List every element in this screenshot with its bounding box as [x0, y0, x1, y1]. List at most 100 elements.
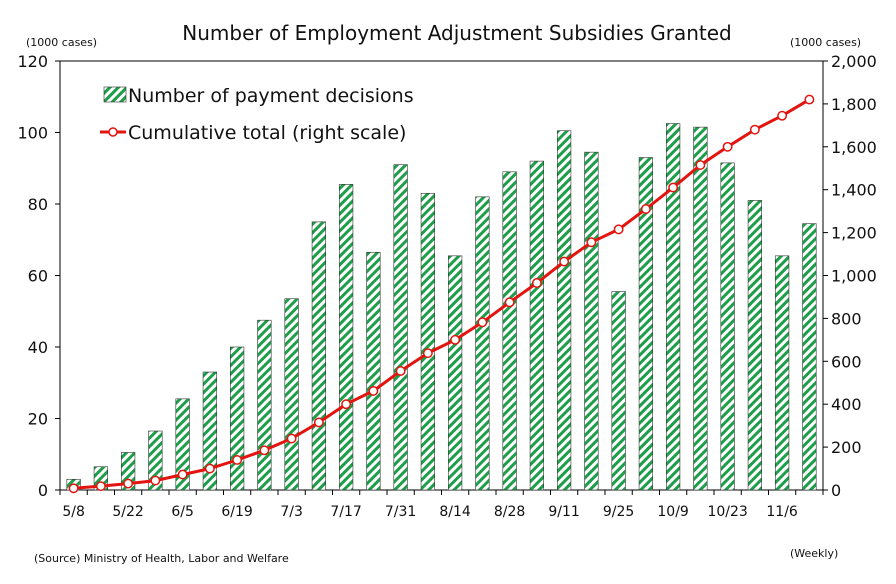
source-note: (Source) Ministry of Health, Labor and W…	[34, 552, 289, 565]
period-note: (Weekly)	[790, 547, 838, 560]
bar	[448, 255, 463, 491]
right-tick-label: 1,600	[831, 138, 877, 157]
x-tick-label: 7/3	[280, 504, 303, 520]
line-point	[68, 483, 79, 494]
line-point	[259, 445, 270, 456]
x-tick-label: 7/31	[385, 504, 416, 520]
bar	[148, 430, 163, 491]
left-tick-label: 80	[28, 195, 48, 214]
right-tick-label: 1,400	[831, 181, 877, 200]
chart-title: Number of Employment Adjustment Subsidie…	[182, 21, 732, 45]
bar	[339, 184, 354, 491]
bar	[284, 298, 299, 491]
x-tick-label: 11/6	[766, 504, 798, 520]
x-tick-label: 9/11	[548, 504, 579, 520]
bar	[775, 255, 790, 491]
right-tick-label: 2,000	[831, 52, 877, 71]
bar	[202, 371, 217, 491]
left-tick-label: 20	[28, 410, 48, 429]
line-point	[640, 204, 651, 214]
right-tick-label: 0	[831, 481, 841, 500]
bar	[693, 126, 708, 491]
bar	[175, 398, 190, 491]
bar	[393, 164, 408, 491]
line-point	[313, 417, 324, 428]
line-point	[422, 348, 433, 359]
bar	[557, 130, 572, 491]
legend-bar-swatch	[103, 86, 127, 103]
line-point	[504, 297, 515, 308]
right-tick-label: 1,200	[831, 224, 877, 243]
line-point	[341, 399, 352, 410]
x-tick-label: 5/8	[62, 504, 85, 520]
line-point	[695, 160, 706, 170]
left-tick-label: 100	[17, 124, 48, 143]
line-point	[668, 182, 679, 193]
bar	[257, 319, 272, 491]
line-point	[586, 237, 597, 248]
bar	[475, 196, 490, 491]
cumulative-line	[73, 98, 811, 490]
line-point	[204, 463, 215, 474]
left-tick-label: 120	[17, 52, 48, 71]
x-tick-label: 8/14	[439, 504, 471, 520]
bar	[747, 200, 762, 491]
legend-line-marker	[108, 127, 118, 137]
line-point	[177, 469, 188, 480]
x-axis-ticks: 5/8 5/22 6/5 6/19 7/3 7/17 7/31 8/14 8/28 9/11 9/2…	[59, 490, 824, 520]
line-point	[450, 334, 461, 345]
line-point	[395, 366, 406, 376]
bar	[311, 221, 326, 491]
line-point	[804, 94, 815, 105]
bar	[420, 192, 435, 491]
x-tick-label: 6/5	[171, 504, 194, 520]
line-point	[150, 475, 161, 486]
bar	[230, 346, 245, 491]
bar	[666, 123, 681, 491]
bar	[529, 160, 544, 491]
line-point	[613, 224, 624, 235]
legend: Number of payment decisions Cumulative t…	[100, 85, 414, 144]
left-tick-label: 60	[28, 267, 48, 286]
line-series	[68, 94, 815, 494]
left-axis-ticks: 0 20 40 60 80 100 120	[17, 52, 60, 500]
x-tick-label: 10/23	[707, 504, 747, 520]
right-tick-label: 600	[831, 352, 862, 371]
legend-line-label: Cumulative total (right scale)	[128, 122, 406, 144]
x-tick-label: 8/28	[494, 504, 525, 520]
right-axis-unit: (1000 cases)	[790, 36, 861, 49]
bar	[502, 171, 517, 491]
line-point	[722, 141, 733, 152]
bar	[584, 151, 599, 491]
bar-series	[66, 123, 817, 491]
right-tick-label: 1,000	[831, 267, 877, 286]
line-point	[232, 455, 243, 465]
left-tick-label: 40	[28, 338, 48, 357]
x-tick-label: 6/19	[221, 504, 252, 520]
line-point	[477, 317, 488, 328]
bar	[638, 157, 653, 491]
right-tick-label: 1,800	[831, 95, 877, 114]
x-tick-label: 5/22	[112, 504, 143, 520]
x-tick-label: 7/17	[330, 504, 361, 520]
left-axis-unit: (1000 cases)	[26, 36, 97, 49]
line-point	[123, 478, 134, 489]
x-tick-label: 9/25	[603, 504, 634, 520]
right-tick-label: 800	[831, 309, 862, 328]
bar	[720, 162, 735, 491]
line-point	[777, 110, 788, 121]
line-point	[531, 278, 542, 288]
bar	[366, 251, 381, 491]
line-point	[286, 433, 297, 444]
right-tick-label: 200	[831, 438, 862, 457]
line-point	[749, 124, 760, 135]
right-axis-ticks: 0 200 400 600 800 1,000 1,200 1,400 1,600 1,800 2,…	[823, 52, 877, 500]
bar	[802, 223, 817, 491]
line-point	[368, 385, 379, 396]
x-tick-label: 10/9	[657, 504, 688, 520]
legend-bar-label: Number of payment decisions	[128, 85, 414, 107]
bar	[611, 291, 626, 491]
line-point	[95, 481, 106, 492]
left-tick-label: 0	[38, 481, 48, 500]
